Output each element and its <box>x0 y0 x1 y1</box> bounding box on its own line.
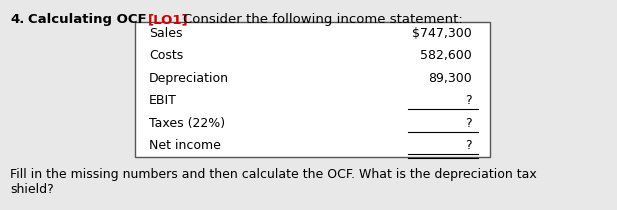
Text: Consider the following income statement:: Consider the following income statement: <box>183 13 463 26</box>
Text: Fill in the missing numbers and then calculate the OCF. What is the depreciation: Fill in the missing numbers and then cal… <box>10 168 537 181</box>
Text: ?: ? <box>465 94 472 107</box>
Text: 4.: 4. <box>10 13 25 26</box>
Text: Sales: Sales <box>149 27 183 40</box>
Text: 89,300: 89,300 <box>428 72 472 85</box>
Text: EBIT: EBIT <box>149 94 177 107</box>
Text: Calculating OCF: Calculating OCF <box>28 13 147 26</box>
Text: $747,300: $747,300 <box>412 27 472 40</box>
Text: ?: ? <box>465 117 472 130</box>
Text: Net income: Net income <box>149 139 221 152</box>
Text: shield?: shield? <box>10 183 54 196</box>
Bar <box>135 22 490 157</box>
Text: 582,600: 582,600 <box>420 49 472 62</box>
Text: Taxes (22%): Taxes (22%) <box>149 117 225 130</box>
Text: Costs: Costs <box>149 49 183 62</box>
Text: [LO1]: [LO1] <box>148 13 189 26</box>
Text: ?: ? <box>465 139 472 152</box>
Text: Depreciation: Depreciation <box>149 72 229 85</box>
